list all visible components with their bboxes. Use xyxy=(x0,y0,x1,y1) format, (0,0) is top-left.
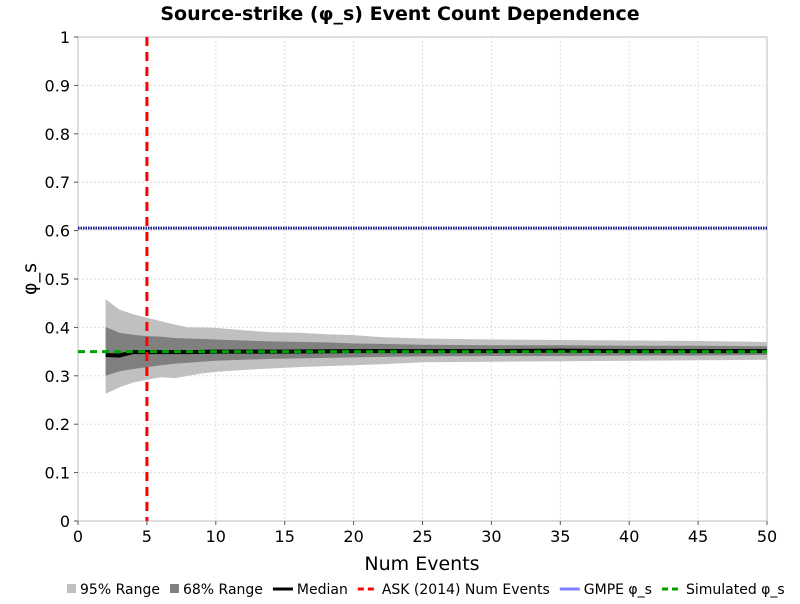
x-tick-label: 5 xyxy=(142,527,152,546)
legend-label: ASK (2014) Num Events xyxy=(382,582,550,598)
y-tick-label: 0.6 xyxy=(45,222,70,241)
legend-item: Simulated φ_s xyxy=(661,582,785,598)
legend-item: GMPE φ_s xyxy=(559,582,652,598)
legend-label: Median xyxy=(297,582,348,598)
chart-title: Source-strike (φ_s) Event Count Dependen… xyxy=(160,3,639,25)
x-tick-label: 50 xyxy=(757,527,777,546)
x-axis-title: Num Events xyxy=(364,553,479,575)
y-tick-label: 0.2 xyxy=(45,415,70,434)
y-tick-label: 0.3 xyxy=(45,367,70,386)
y-tick-label: 0.8 xyxy=(45,125,70,144)
x-tick-label: 15 xyxy=(275,527,295,546)
series-lines xyxy=(78,37,767,521)
y-tick-label: 0.1 xyxy=(45,464,70,483)
legend-item: 68% Range xyxy=(169,582,263,598)
y-tick-label: 0.5 xyxy=(45,270,70,289)
legend-swatch xyxy=(67,584,76,593)
y-axis-title: φ_s xyxy=(19,263,41,295)
x-tick-label: 0 xyxy=(73,527,83,546)
legend-label: Simulated φ_s xyxy=(686,582,785,598)
y-tick-label: 0.4 xyxy=(45,318,70,337)
legend-swatch xyxy=(169,584,179,593)
y-tick-label: 1 xyxy=(60,28,70,47)
legend-label: GMPE φ_s xyxy=(584,582,652,598)
y-tick-label: 0 xyxy=(60,512,70,531)
legend-item: Median xyxy=(272,582,348,598)
y-tick-label: 0.9 xyxy=(45,76,70,95)
legend-item: ASK (2014) Num Events xyxy=(357,582,550,598)
x-tick-label: 30 xyxy=(481,527,501,546)
legend-item: 95% Range xyxy=(67,582,160,598)
x-tick-label: 20 xyxy=(343,527,363,546)
y-tick-label: 0.7 xyxy=(45,173,70,192)
x-tick-label: 40 xyxy=(619,527,639,546)
axes: 0 5 10 15 20 25 30 35 40 45 50 0 0.1 0.2 0.3 0.4 0.5 0.6 0… xyxy=(45,28,778,546)
x-tick-label: 10 xyxy=(206,527,226,546)
x-tick-label: 25 xyxy=(412,527,432,546)
legend-label: 95% Range xyxy=(80,582,160,598)
x-tick-label: 45 xyxy=(688,527,708,546)
legend-label: 68% Range xyxy=(183,582,263,598)
legend: 95% Range 68% Range Median ASK (2014) Num E… xyxy=(67,582,785,598)
x-tick-label: 35 xyxy=(550,527,570,546)
